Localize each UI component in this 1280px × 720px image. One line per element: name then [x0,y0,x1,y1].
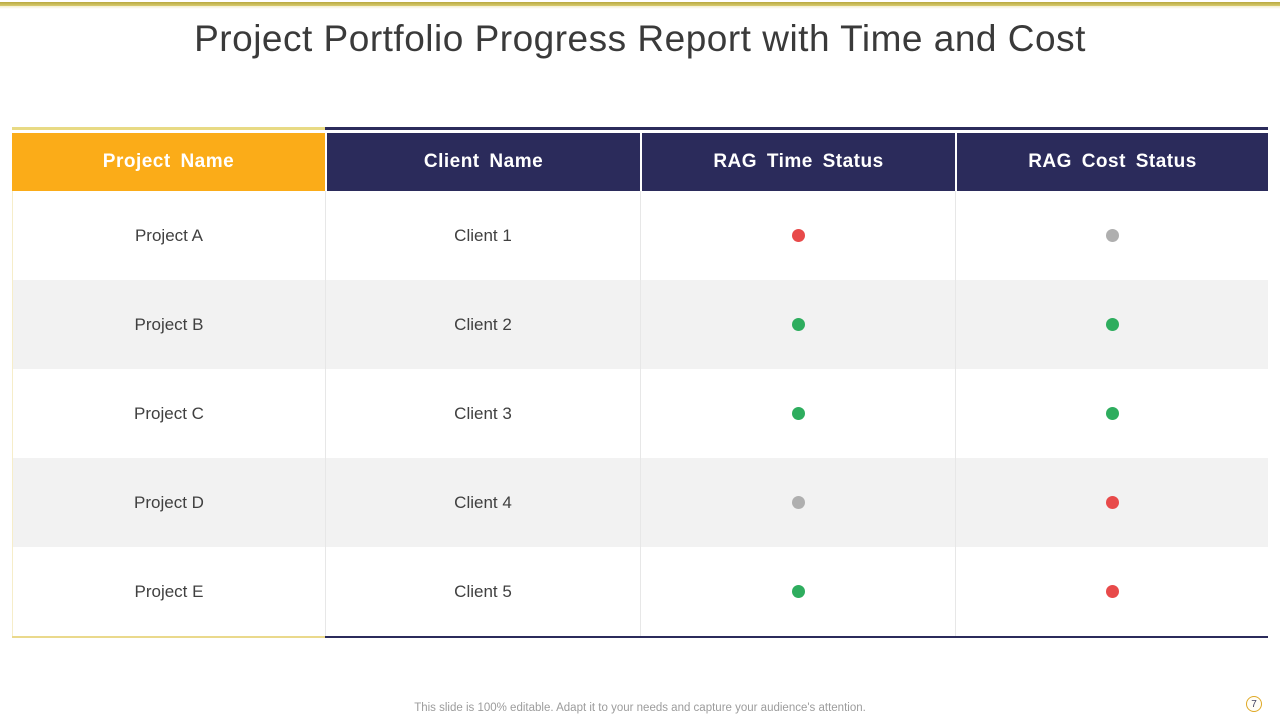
table-row: Project A Client 1 [12,191,1268,280]
table-header-row: Project Name Client Name RAG Time Status… [12,133,1268,191]
bottom-border-segment-navy [325,636,640,638]
client-name-cell: Client 2 [325,280,640,369]
table-row: Project B Client 2 [12,280,1268,369]
project-name-cell: Project D [12,458,325,547]
rag-time-status-dot [791,585,805,598]
project-name-cell: Project B [12,280,325,369]
top-border-segment-navy [640,127,955,130]
column-header-rag-time-status: RAG Time Status [640,133,955,191]
page-title: Project Portfolio Progress Report with T… [194,18,1086,59]
rag-cost-status-dot [1105,496,1119,509]
rag-time-status-cell [640,280,955,369]
table-top-border [12,127,1268,130]
bottom-border-segment-gold [12,636,325,638]
rag-cost-status-cell [955,547,1268,636]
rag-time-status-dot [791,496,805,509]
rag-cost-status-cell [955,458,1268,547]
column-header-client-name: Client Name [325,133,640,191]
portfolio-table: Project Name Client Name RAG Time Status… [12,127,1268,638]
top-border-segment-navy [325,127,640,130]
rag-time-status-dot [791,318,805,331]
rag-cost-status-cell [955,369,1268,458]
rag-time-status-cell [640,191,955,280]
top-accent-rule-glow [0,6,1280,9]
top-border-segment-gold [12,127,325,130]
top-border-segment-navy [955,127,1268,130]
client-name-cell: Client 4 [325,458,640,547]
column-header-project-name: Project Name [12,133,325,191]
page-number-badge: 7 [1246,696,1262,712]
rag-time-status-dot [791,407,805,420]
bottom-border-segment-navy [640,636,955,638]
table-row: Project E Client 5 [12,547,1268,636]
table-body: Project A Client 1 Project B Client 2 Pr… [12,191,1268,636]
rag-cost-status-dot [1105,318,1119,331]
table-row: Project C Client 3 [12,369,1268,458]
rag-cost-status-dot [1105,407,1119,420]
rag-time-status-dot [791,229,805,242]
footer-note: This slide is 100% editable. Adapt it to… [414,702,866,714]
rag-cost-status-cell [955,191,1268,280]
client-name-cell: Client 5 [325,547,640,636]
rag-time-status-cell [640,458,955,547]
rag-time-status-cell [640,547,955,636]
bottom-border-segment-navy [955,636,1268,638]
rag-cost-status-dot [1105,229,1119,242]
project-name-cell: Project A [12,191,325,280]
column-header-rag-cost-status: RAG Cost Status [955,133,1268,191]
project-name-cell: Project E [12,547,325,636]
client-name-cell: Client 1 [325,191,640,280]
table-bottom-border [12,636,1268,638]
top-accent-rule [0,2,1280,6]
page-number: 7 [1251,698,1257,710]
project-name-cell: Project C [12,369,325,458]
client-name-cell: Client 3 [325,369,640,458]
rag-cost-status-dot [1105,585,1119,598]
rag-cost-status-cell [955,280,1268,369]
rag-time-status-cell [640,369,955,458]
table-row: Project D Client 4 [12,458,1268,547]
